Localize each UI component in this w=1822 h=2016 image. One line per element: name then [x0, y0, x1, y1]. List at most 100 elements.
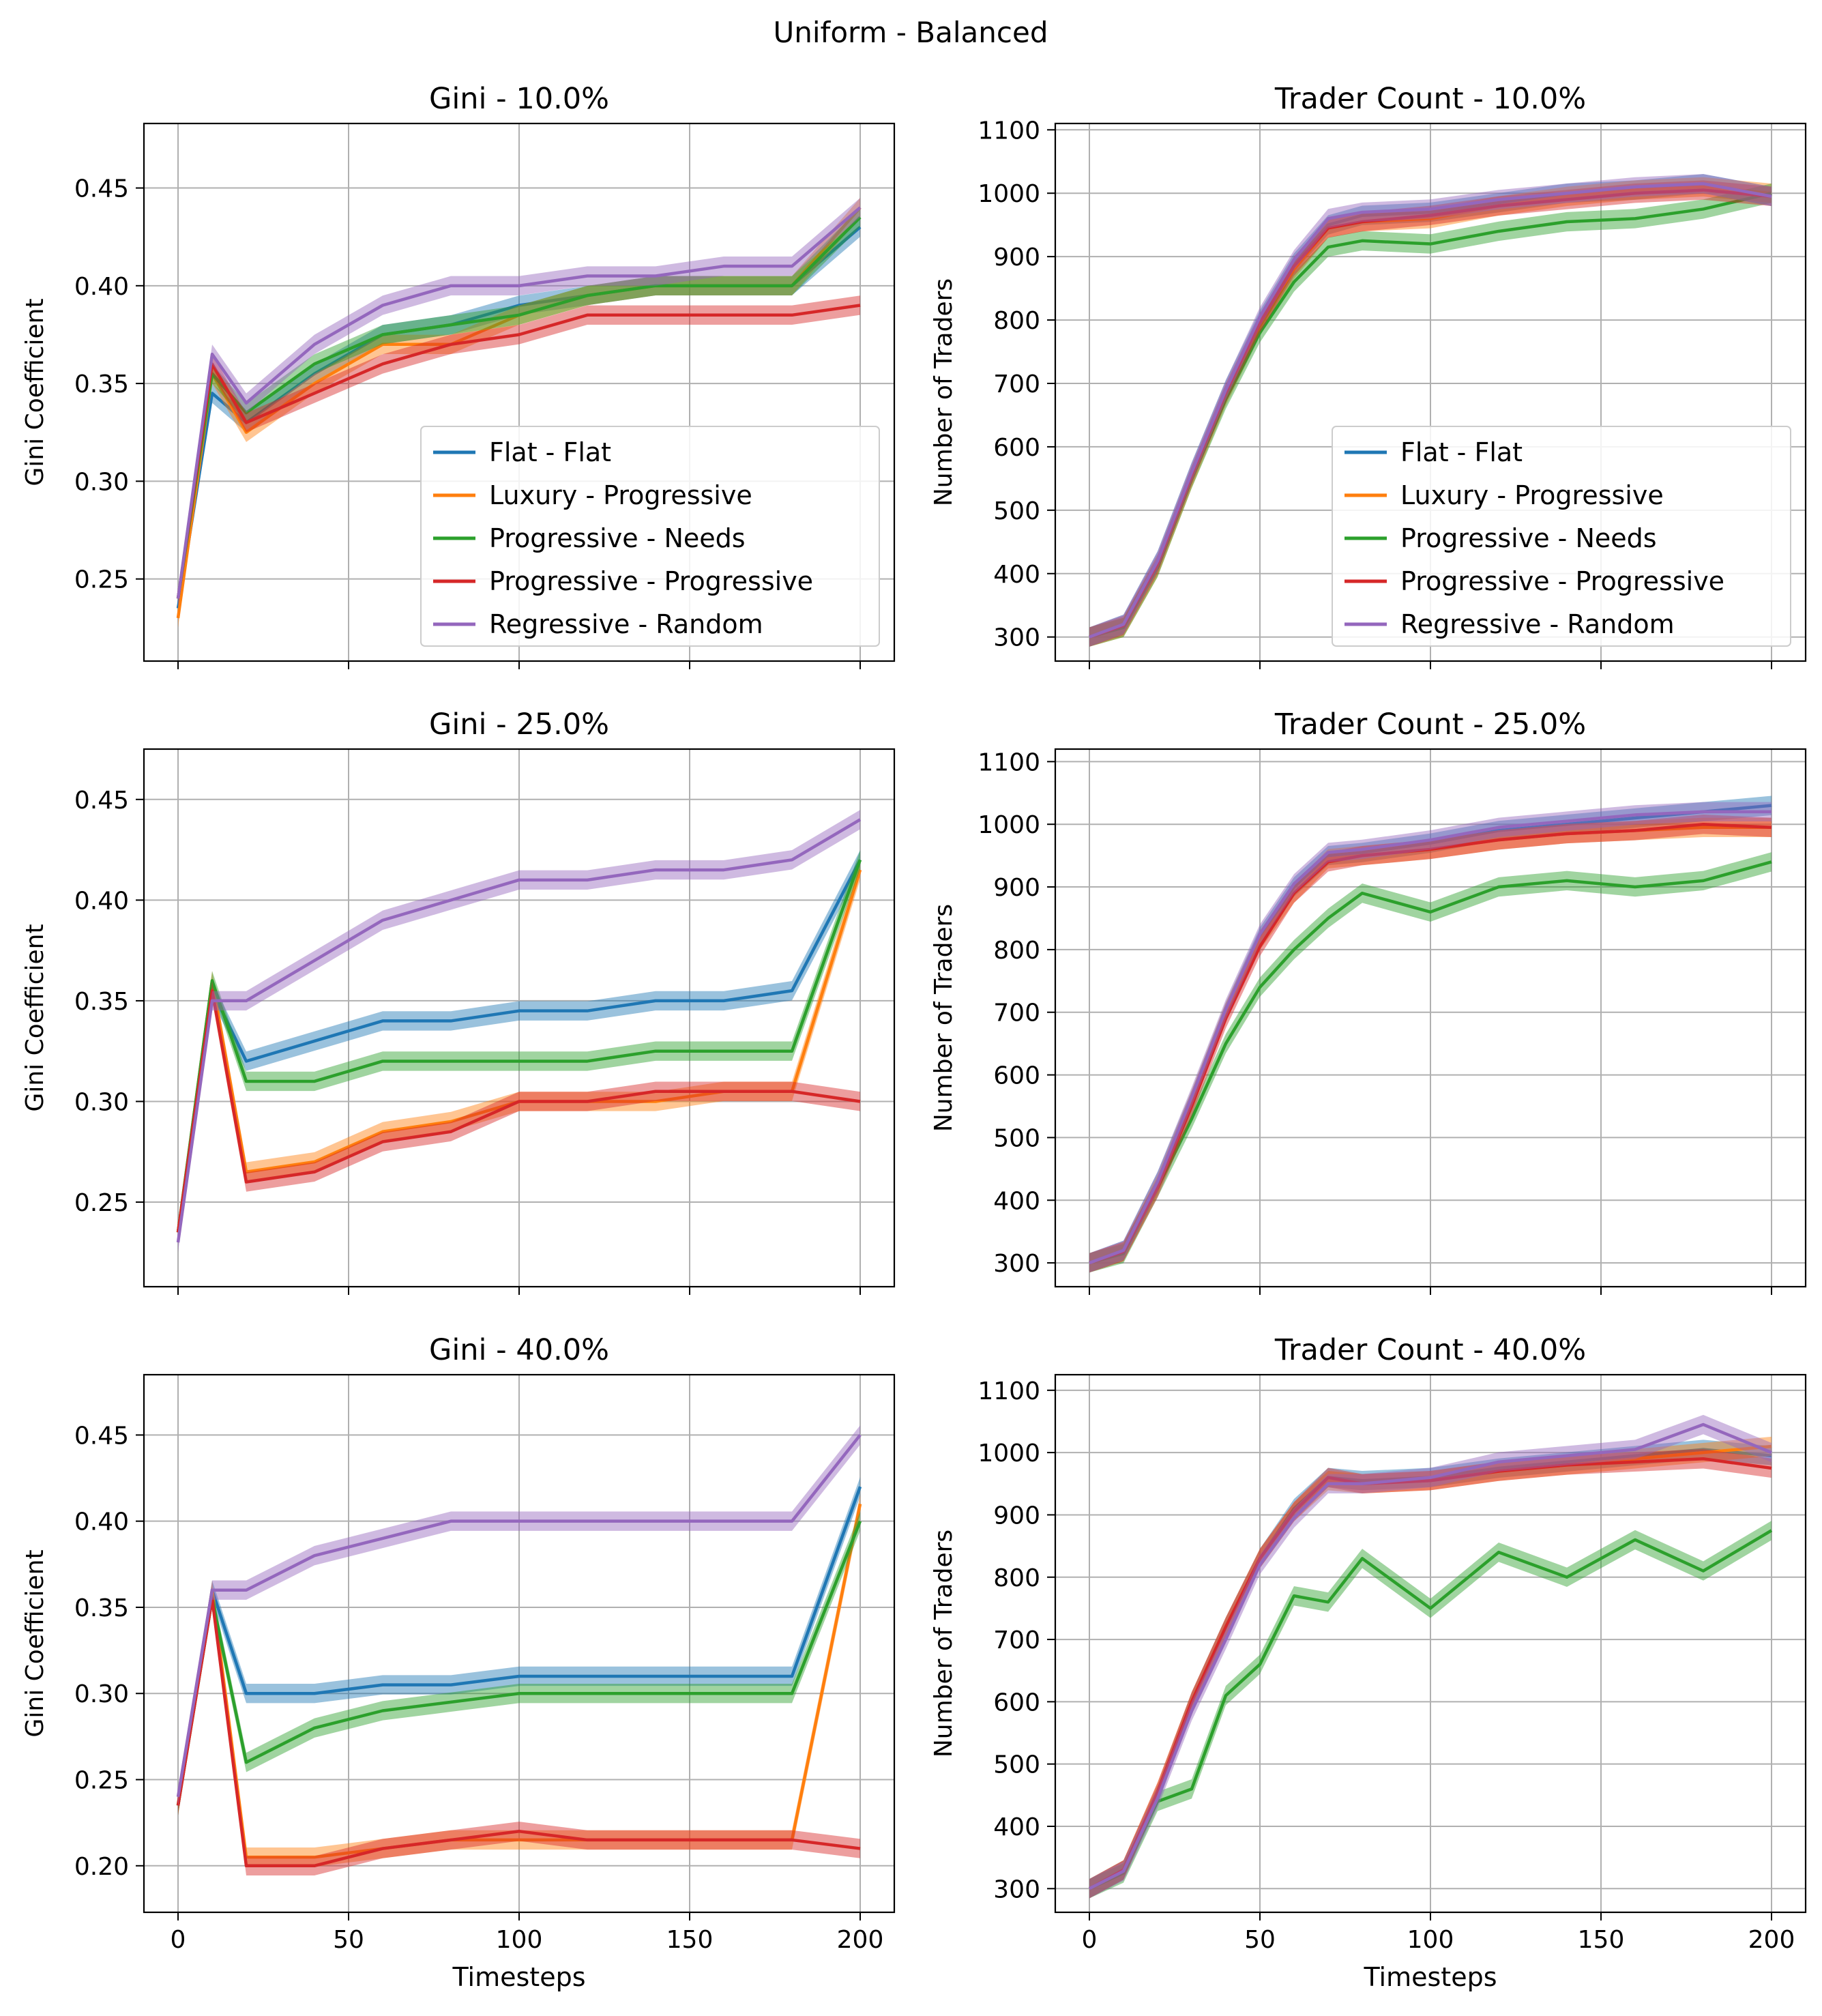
x-tick-label: 50: [333, 1926, 364, 1954]
y-tick-label: 500: [993, 497, 1040, 525]
series-line: [1089, 182, 1772, 639]
legend-frame: [1332, 426, 1791, 647]
plot-area: [1088, 1414, 1773, 1899]
series-line: [176, 1434, 862, 1798]
panel-trader-10: 300 400 500 600 700 800 900 1000 1100 Trader Coun…: [930, 82, 1807, 669]
y-axis-label: Number of Traders: [930, 1530, 958, 1757]
panel-gini-25: 0.25 0.30 0.35 0.40 0.45 Gini - 25.0% Gini Coe…: [21, 707, 896, 1295]
legend-entry: Progressive - Progressive: [489, 566, 813, 596]
series-band: [178, 1589, 860, 1875]
y-axis-label: Number of Traders: [930, 278, 958, 506]
panel-title: Gini - 25.0%: [429, 707, 609, 742]
series-line: [176, 818, 862, 1243]
legend-entry: Regressive - Random: [489, 609, 763, 639]
y-tick-label: 0.40: [74, 887, 129, 915]
series-line: [1089, 822, 1772, 1265]
panel-gini-40: 0 50 100 150 200 0.20 0.25 0.30 0.35 0.40 0.45 Gini…: [21, 1333, 896, 1992]
y-tick-label: 0.20: [74, 1853, 129, 1881]
y-tick-label: 1100: [978, 1377, 1040, 1405]
grid-lines: [1055, 749, 1806, 1287]
y-tick-label: 1000: [978, 180, 1040, 208]
y-tick-label: 300: [993, 1250, 1040, 1278]
legend-frame: [420, 426, 880, 647]
series-band: [178, 198, 860, 609]
x-tick-label: 0: [1082, 1926, 1098, 1954]
panel-title: Trader Count - 40.0%: [1274, 1333, 1586, 1367]
panel-gini-10: 0.25 0.30 0.35 0.40 0.45 Gini - 10.0% Gini Coe…: [21, 82, 896, 669]
y-tick-label: 1100: [978, 117, 1040, 145]
x-tick-label: 150: [666, 1926, 714, 1954]
y-tick-label: 400: [993, 561, 1040, 589]
y-tick-label: 0.45: [74, 1422, 129, 1450]
series-band: [1089, 1440, 1772, 1899]
legend-entry: Flat - Flat: [489, 437, 611, 467]
legend-entry: Luxury - Progressive: [1400, 480, 1664, 510]
series-line: [176, 216, 862, 599]
panel-title: Trader Count - 25.0%: [1274, 707, 1586, 742]
series-band: [178, 217, 860, 618]
y-tick-label: 0.40: [74, 1508, 129, 1536]
y-tick-label: 300: [993, 1875, 1040, 1903]
x-tick-label: 100: [496, 1926, 543, 1954]
series-line: [176, 859, 862, 1233]
y-tick-label: 900: [993, 1502, 1040, 1530]
series-line: [1088, 1422, 1772, 1890]
x-axis-label: Timesteps: [1364, 1962, 1497, 1992]
y-tick-label: 400: [993, 1187, 1040, 1215]
y-tick-label: 0.45: [74, 787, 129, 815]
panel-title: Trader Count - 10.0%: [1274, 82, 1586, 116]
y-tick-label: 1000: [978, 1440, 1040, 1467]
y-tick-label: 800: [993, 307, 1040, 335]
panel-title: Gini - 40.0%: [429, 1333, 609, 1367]
y-tick-label: 400: [993, 1813, 1040, 1841]
series-band: [178, 850, 860, 1242]
series-line: [1089, 860, 1772, 1265]
y-tick-label: 800: [993, 1564, 1040, 1592]
y-tick-label: 300: [993, 624, 1040, 652]
plot-area: [176, 198, 862, 628]
legend-entry: Luxury - Progressive: [489, 480, 752, 510]
y-tick-label: 800: [993, 937, 1040, 965]
legend: Flat - Flat Luxury - Progressive Progressi…: [420, 426, 880, 647]
y-tick-label: 0.30: [74, 1088, 129, 1116]
y-axis-label: Gini Coefficient: [21, 298, 49, 486]
legend-entry: Flat - Flat: [1400, 437, 1523, 467]
x-tick-label: 150: [1578, 1926, 1625, 1954]
x-tick-label: 100: [1407, 1926, 1454, 1954]
plot-area: [1089, 795, 1772, 1273]
x-tick-label: 200: [837, 1926, 884, 1954]
series-band: [1089, 1436, 1772, 1899]
series-line: [176, 989, 861, 1233]
legend: Flat - Flat Luxury - Progressive Progressi…: [1332, 426, 1791, 647]
y-tick-label: 0.25: [74, 1767, 129, 1795]
y-tick-label: 600: [993, 1689, 1040, 1716]
legend-entry: Regressive - Random: [1400, 609, 1675, 639]
y-tick-label: 0.40: [74, 273, 129, 301]
y-axis-label: Gini Coefficient: [21, 924, 49, 1111]
y-tick-label: 600: [993, 1062, 1040, 1090]
y-tick-label: 0.35: [74, 988, 129, 1016]
y-tick-label: 1000: [978, 811, 1040, 839]
y-tick-label: 500: [993, 1124, 1040, 1152]
y-tick-label: 0.30: [74, 1680, 129, 1708]
legend-entry: Progressive - Needs: [1400, 523, 1657, 553]
series-line: [176, 1597, 861, 1868]
series-line: [1089, 1529, 1773, 1890]
legend-entry: Progressive - Progressive: [1400, 566, 1724, 596]
y-tick-label: 900: [993, 874, 1040, 902]
series-band: [178, 295, 860, 609]
y-tick-label: 500: [993, 1751, 1040, 1779]
plot-area: [176, 1425, 862, 1875]
y-tick-label: 600: [993, 434, 1040, 462]
series-line: [176, 1486, 862, 1806]
y-axis-label: Number of Traders: [930, 904, 958, 1132]
y-tick-label: 0.35: [74, 370, 129, 398]
y-tick-label: 0.30: [74, 468, 129, 496]
y-tick-label: 0.25: [74, 1189, 129, 1217]
series-line: [176, 1520, 862, 1806]
series-band: [178, 850, 860, 1242]
y-tick-label: 700: [993, 1626, 1040, 1654]
series-line: [176, 206, 862, 599]
series-line: [1089, 810, 1772, 1265]
